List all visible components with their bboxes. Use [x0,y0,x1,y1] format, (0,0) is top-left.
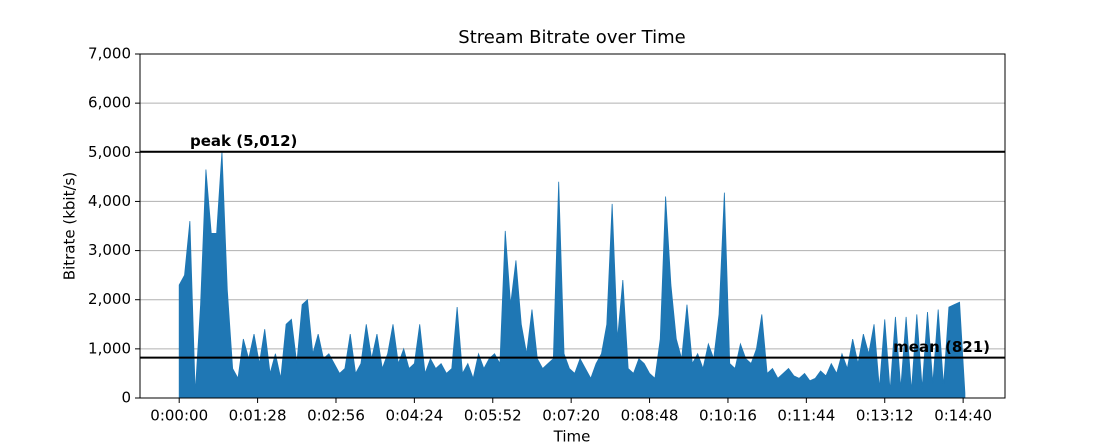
x-tick-label: 0:02:56 [307,407,365,425]
plot-frame [139,53,1006,399]
x-tick-label: 0:14:40 [934,407,992,425]
x-axis-label: Time [553,428,591,446]
y-tick-label: 1,000 [88,339,131,357]
x-tick-label: 0:07:20 [542,407,600,425]
y-tick-label: 6,000 [88,94,131,112]
x-tick-label: 0:13:12 [856,407,914,425]
y-axis-label: Bitrate (kbit/s) [61,172,79,280]
x-tick-label: 0:10:16 [699,407,757,425]
x-tick-label: 0:05:52 [464,407,522,425]
x-tick-label: 0:08:48 [621,407,679,425]
y-tick-label: 3,000 [88,241,131,259]
x-tick-label: 0:00:00 [150,407,208,425]
area [178,151,966,399]
reference-label: peak (5,012) [190,132,297,150]
x-tick-label: 0:11:44 [777,407,835,425]
reference-label: mean (821) [893,338,990,356]
y-tick-label: 7,000 [88,45,131,63]
y-tick-label: 0 [121,389,131,407]
y-tick-label: 2,000 [88,290,131,308]
x-tick-label: 0:01:28 [229,407,287,425]
y-tick-label: 5,000 [88,143,131,161]
x-tick-label: 0:04:24 [385,407,443,425]
y-tick-label: 4,000 [88,192,131,210]
chart-title: Stream Bitrate over Time [458,27,685,48]
